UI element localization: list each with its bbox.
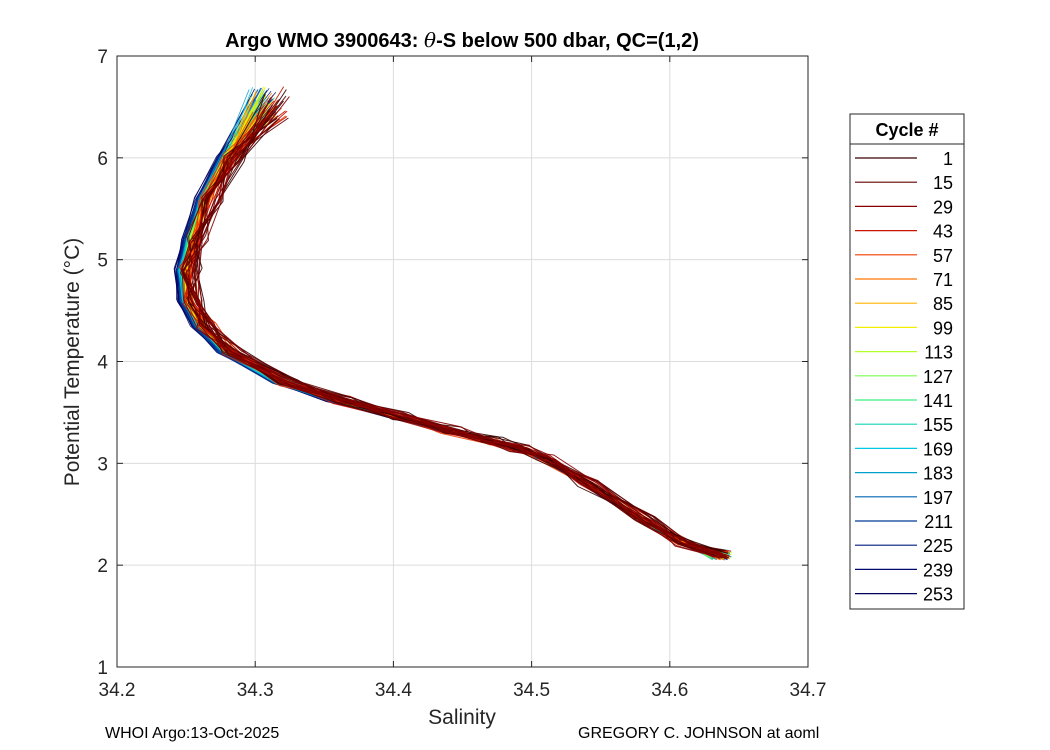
x-tick-label: 34.3 xyxy=(237,680,274,701)
legend-label: 141 xyxy=(923,391,953,411)
legend-label: 113 xyxy=(924,343,953,363)
legend-label: 99 xyxy=(933,318,953,338)
legend-label: 29 xyxy=(933,197,953,217)
y-tick-label: 4 xyxy=(97,353,108,374)
y-tick-label: 1 xyxy=(97,658,108,679)
legend-label: 211 xyxy=(924,512,953,532)
legend-box xyxy=(849,113,965,610)
profile-line xyxy=(186,96,731,557)
legend-entries: 1 15 29 43 57 71 85 99 113 127 141 155 169 183 197 211 2… xyxy=(855,149,953,605)
profile-line xyxy=(181,117,727,557)
y-ticks: 1 2 3 4 5 6 7 xyxy=(97,47,808,679)
footer-left: WHOI Argo:13-Oct-2025 xyxy=(105,725,280,742)
x-ticks: 34.2 34.3 34.4 34.5 34.6 34.7 xyxy=(99,56,827,701)
legend-label: 43 xyxy=(933,222,953,242)
legend-label: 57 xyxy=(933,246,953,266)
footer-right: GREGORY C. JOHNSON at aoml xyxy=(578,725,820,742)
legend-label: 225 xyxy=(923,536,953,556)
y-tick-label: 3 xyxy=(97,454,108,475)
chart-title-suffix: -S below 500 dbar, QC=(1,2) xyxy=(436,30,699,52)
x-tick-label: 34.2 xyxy=(99,680,136,701)
x-tick-label: 34.6 xyxy=(651,680,688,701)
profile-line xyxy=(197,105,728,556)
y-tick-label: 2 xyxy=(97,556,108,577)
legend-label: 155 xyxy=(923,415,953,435)
legend-label: 85 xyxy=(933,294,953,314)
legend-label: 15 xyxy=(933,173,953,193)
profile-line xyxy=(193,95,723,559)
legend-label: 169 xyxy=(923,439,953,459)
y-tick-label: 5 xyxy=(97,251,108,272)
chart-title-prefix: Argo WMO 3900643: xyxy=(225,30,424,52)
legend: Cycle # 1 15 29 43 57 71 85 99 113 127 141 155 169 18… xyxy=(849,113,965,610)
y-tick-label: 7 xyxy=(97,47,108,68)
legend-label: 197 xyxy=(923,488,953,508)
chart-title: Argo WMO 3900643: θ-S below 500 dbar, QC… xyxy=(225,28,699,52)
data-lines xyxy=(173,86,733,561)
profile-line xyxy=(181,98,728,560)
plot-area: 34.2 34.3 34.4 34.5 34.6 34.7 1 2 3 4 5 6 7 xyxy=(97,47,826,701)
x-tick-label: 34.5 xyxy=(513,680,550,701)
legend-label: 239 xyxy=(923,560,953,580)
legend-label: 1 xyxy=(943,149,953,169)
legend-label: 127 xyxy=(923,367,953,387)
legend-title: Cycle # xyxy=(875,120,938,140)
legend-label: 71 xyxy=(933,270,953,290)
legend-label: 253 xyxy=(923,585,953,605)
y-tick-label: 6 xyxy=(97,149,108,170)
x-tick-label: 34.7 xyxy=(790,680,827,701)
x-axis-label: Salinity xyxy=(428,706,496,729)
x-tick-label: 34.4 xyxy=(375,680,412,701)
legend-label: 183 xyxy=(923,464,953,484)
y-axis-label: Potential Temperature (°C) xyxy=(61,238,84,486)
chart-title-theta: θ xyxy=(424,28,436,52)
